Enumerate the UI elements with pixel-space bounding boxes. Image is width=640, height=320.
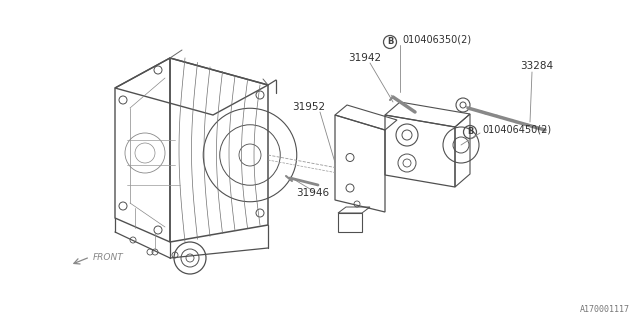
Text: B: B xyxy=(387,37,393,46)
Text: 33284: 33284 xyxy=(520,61,553,71)
Text: 31942: 31942 xyxy=(348,53,381,63)
Text: 010406450(2): 010406450(2) xyxy=(482,125,551,135)
Text: 010406350(2): 010406350(2) xyxy=(402,35,471,45)
Text: 31952: 31952 xyxy=(292,102,325,112)
Text: 31946: 31946 xyxy=(296,188,329,198)
Text: B: B xyxy=(467,127,473,137)
Text: A170001117: A170001117 xyxy=(580,305,630,314)
Text: FRONT: FRONT xyxy=(93,252,124,261)
